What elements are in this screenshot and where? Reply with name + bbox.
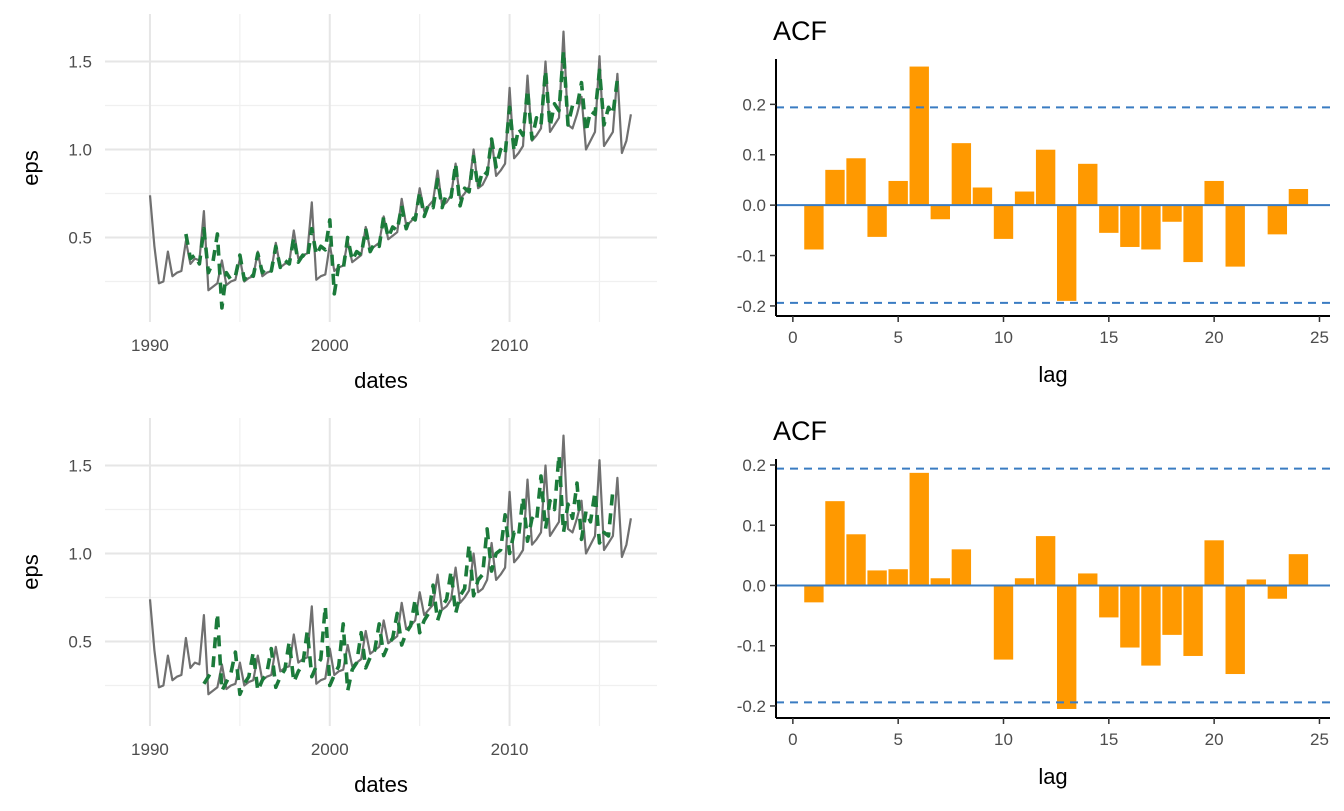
acf-bar [1162,585,1182,635]
y-tick-label: 0.2 [742,95,766,114]
x-tick-label: 25 [1310,328,1329,347]
acf-bar [1120,585,1140,648]
y-axis-label: eps [18,150,43,185]
acf-bar [888,180,908,206]
acf-bar [804,205,824,250]
acf-bar [930,578,950,586]
acf-bar [1078,163,1098,206]
acf-bar [867,570,887,586]
y-tick-label: 0.0 [742,196,766,215]
fitted-series-line [202,453,615,697]
acf-bar [1099,205,1119,233]
x-tick-label: 2010 [491,336,529,355]
acf-bar [1183,585,1203,656]
panel-3: 1990 2000 2010 0.5 1.0 1.5 dates eps [18,418,657,797]
x-tick-label: 1990 [131,740,169,759]
acf-bar [1267,205,1288,235]
x-tick-label: 15 [1099,328,1118,347]
y-tick-label: -0.2 [737,697,766,716]
acf-bar [825,501,845,586]
acf-bar [951,549,972,586]
acf-bar [909,472,929,586]
acf-bar [1035,149,1056,206]
y-tick-label: 1.5 [68,457,92,476]
x-tick-label: 5 [893,730,902,749]
acf-bar [1014,578,1035,586]
y-tick-label: 1.5 [68,53,92,72]
acf-bar [1204,540,1224,586]
y-tick-label: -0.1 [737,247,766,266]
y-tick-label: 0.1 [742,146,766,165]
acf-bar [1057,205,1077,301]
acf-bar [909,66,929,206]
x-tick-label: 1990 [131,336,169,355]
acf-bar [1162,205,1182,222]
x-tick-label: 10 [994,328,1013,347]
acf-bar [825,169,845,206]
y-tick-label: 0.5 [68,633,92,652]
acf-bar [993,205,1014,239]
acf-bar [972,187,993,206]
panel-2: 0 5 10 15 20 25 -0.2 -0.1 0.0 0.1 0.2 ACF lag [737,16,1330,387]
x-axis-label: dates [354,772,408,797]
x-axis-label: dates [354,368,408,393]
acf-bar [1183,205,1203,263]
acf-bar [1288,554,1309,586]
acf-bar [1078,573,1098,586]
observed-series-line [148,30,632,292]
acf-bar [1204,180,1224,206]
acf-bar [1288,189,1309,206]
acf-bar [993,585,1014,660]
x-tick-label: 25 [1310,730,1329,749]
acf-bar [1099,585,1119,618]
acf-bar [867,205,887,237]
acf-bar [1141,205,1161,250]
acf-bar [1120,205,1140,247]
x-tick-label: 0 [788,730,797,749]
x-tick-label: 10 [994,730,1013,749]
y-tick-label: -0.2 [737,297,766,316]
acf-bar [846,158,866,206]
y-tick-label: 0.0 [742,576,766,595]
y-tick-label: 1.0 [68,545,92,564]
x-tick-label: 0 [788,328,797,347]
acf-bar [846,534,866,586]
y-tick-label: 0.5 [68,229,92,248]
observed-series-line [148,434,632,696]
x-tick-label: 15 [1099,730,1118,749]
acf-bar [1035,536,1056,586]
y-tick-label: 1.0 [68,141,92,160]
x-tick-label: 2000 [311,336,349,355]
x-tick-label: 20 [1205,730,1224,749]
x-tick-label: 5 [893,328,902,347]
x-axis-label: lag [1038,764,1067,789]
acf-bar [1014,191,1035,206]
x-tick-label: 20 [1205,328,1224,347]
acf-bar [1267,585,1288,599]
y-axis-label: eps [18,554,43,589]
acf-bar [1246,579,1266,586]
panel-4: 0 5 10 15 20 25 -0.2 -0.1 0.0 0.1 0.2 ACF lag [737,416,1330,789]
chart-title: ACF [773,16,827,46]
panel-1: 1990 2000 2010 0.5 1.0 1.5 dates eps [18,14,657,393]
x-tick-label: 2000 [311,740,349,759]
chart-title: ACF [773,416,827,446]
acf-bar [1057,585,1077,709]
acf-bar [1225,585,1245,675]
acf-bar [930,205,950,220]
acf-bar [951,143,972,206]
acf-bar [1141,585,1161,666]
acf-bar [1225,205,1245,267]
y-tick-label: 0.2 [742,456,766,475]
y-tick-label: 0.1 [742,516,766,535]
y-tick-label: -0.1 [737,637,766,656]
x-tick-label: 2010 [491,740,529,759]
x-axis-label: lag [1038,362,1067,387]
acf-bar [888,569,908,586]
fitted-series-line [184,49,620,310]
acf-bar [804,585,824,603]
